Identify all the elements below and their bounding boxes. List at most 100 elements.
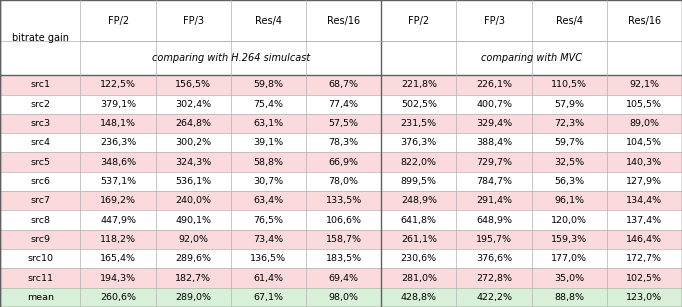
Text: 428,8%: 428,8% — [401, 293, 437, 302]
Text: 260,6%: 260,6% — [100, 293, 136, 302]
Text: 61,4%: 61,4% — [254, 274, 284, 282]
Text: 641,8%: 641,8% — [401, 216, 437, 225]
Text: 140,3%: 140,3% — [626, 157, 662, 167]
Text: 379,1%: 379,1% — [100, 100, 136, 109]
Bar — [0, 114, 682, 133]
Text: 106,6%: 106,6% — [325, 216, 361, 225]
Text: src5: src5 — [30, 157, 50, 167]
Text: Res/4: Res/4 — [556, 16, 582, 26]
Text: 388,4%: 388,4% — [476, 138, 512, 147]
Text: 59,8%: 59,8% — [254, 80, 284, 89]
Text: 236,3%: 236,3% — [100, 138, 136, 147]
Text: 118,2%: 118,2% — [100, 235, 136, 244]
Bar — [0, 172, 682, 191]
Text: 226,1%: 226,1% — [476, 80, 512, 89]
Bar — [0, 75, 682, 95]
Text: 447,9%: 447,9% — [100, 216, 136, 225]
Text: src9: src9 — [30, 235, 50, 244]
Text: 172,7%: 172,7% — [626, 254, 662, 263]
Text: 96,1%: 96,1% — [554, 196, 584, 205]
Text: 66,9%: 66,9% — [329, 157, 359, 167]
Text: 105,5%: 105,5% — [626, 100, 662, 109]
Text: 822,0%: 822,0% — [401, 157, 437, 167]
Text: 102,5%: 102,5% — [626, 274, 662, 282]
Text: 422,2%: 422,2% — [476, 293, 512, 302]
Bar — [0, 249, 682, 268]
Text: FP/3: FP/3 — [183, 16, 204, 26]
Text: 77,4%: 77,4% — [329, 100, 359, 109]
Text: 329,4%: 329,4% — [476, 119, 512, 128]
Text: 72,3%: 72,3% — [554, 119, 584, 128]
Text: 300,2%: 300,2% — [175, 138, 211, 147]
Text: src2: src2 — [30, 100, 50, 109]
Text: 127,9%: 127,9% — [626, 177, 662, 186]
Text: 230,6%: 230,6% — [401, 254, 437, 263]
Text: FP/2: FP/2 — [409, 16, 430, 26]
Text: 73,4%: 73,4% — [254, 235, 284, 244]
Text: 289,0%: 289,0% — [175, 293, 211, 302]
Text: 68,7%: 68,7% — [329, 80, 359, 89]
Text: 92,0%: 92,0% — [178, 235, 208, 244]
Text: 63,4%: 63,4% — [254, 196, 284, 205]
Text: 537,1%: 537,1% — [100, 177, 136, 186]
Text: 137,4%: 137,4% — [626, 216, 662, 225]
Text: 58,8%: 58,8% — [254, 157, 284, 167]
Text: 490,1%: 490,1% — [175, 216, 211, 225]
Text: 158,7%: 158,7% — [325, 235, 361, 244]
Text: src1: src1 — [30, 80, 50, 89]
Text: 261,1%: 261,1% — [401, 235, 437, 244]
Text: 272,8%: 272,8% — [476, 274, 512, 282]
Text: 729,7%: 729,7% — [476, 157, 512, 167]
Text: 376,3%: 376,3% — [401, 138, 437, 147]
Text: 156,5%: 156,5% — [175, 80, 211, 89]
Text: 88,8%: 88,8% — [554, 293, 584, 302]
Text: 231,5%: 231,5% — [401, 119, 437, 128]
Text: comparing with H.264 simulcast: comparing with H.264 simulcast — [151, 53, 310, 63]
Text: src8: src8 — [30, 216, 50, 225]
Text: 92,1%: 92,1% — [629, 80, 659, 89]
Text: 69,4%: 69,4% — [329, 274, 359, 282]
Text: 348,6%: 348,6% — [100, 157, 136, 167]
Text: src11: src11 — [27, 274, 53, 282]
Text: 134,4%: 134,4% — [626, 196, 662, 205]
Text: 56,3%: 56,3% — [554, 177, 584, 186]
Text: 648,9%: 648,9% — [476, 216, 512, 225]
Text: 502,5%: 502,5% — [401, 100, 437, 109]
Text: 400,7%: 400,7% — [476, 100, 512, 109]
Text: 784,7%: 784,7% — [476, 177, 512, 186]
Text: 35,0%: 35,0% — [554, 274, 584, 282]
Text: FP/2: FP/2 — [108, 16, 129, 26]
Text: 264,8%: 264,8% — [175, 119, 211, 128]
Text: 104,5%: 104,5% — [626, 138, 662, 147]
Text: src10: src10 — [27, 254, 53, 263]
Bar — [0, 230, 682, 249]
Bar — [0, 288, 682, 307]
Text: 148,1%: 148,1% — [100, 119, 136, 128]
Text: 133,5%: 133,5% — [325, 196, 361, 205]
Text: 120,0%: 120,0% — [551, 216, 587, 225]
Text: 30,7%: 30,7% — [254, 177, 284, 186]
Text: mean: mean — [27, 293, 54, 302]
Bar — [0, 0, 682, 75]
Text: 39,1%: 39,1% — [254, 138, 284, 147]
Text: 536,1%: 536,1% — [175, 177, 211, 186]
Text: 59,7%: 59,7% — [554, 138, 584, 147]
Text: 98,0%: 98,0% — [329, 293, 359, 302]
Text: 89,0%: 89,0% — [629, 119, 659, 128]
Text: 182,7%: 182,7% — [175, 274, 211, 282]
Text: 291,4%: 291,4% — [476, 196, 512, 205]
Text: Res/16: Res/16 — [628, 16, 661, 26]
Text: 146,4%: 146,4% — [626, 235, 662, 244]
Text: 32,5%: 32,5% — [554, 157, 584, 167]
Text: 78,3%: 78,3% — [329, 138, 359, 147]
Text: 376,6%: 376,6% — [476, 254, 512, 263]
Text: 159,3%: 159,3% — [551, 235, 587, 244]
Text: 221,8%: 221,8% — [401, 80, 437, 89]
Text: 324,3%: 324,3% — [175, 157, 211, 167]
Bar — [0, 133, 682, 153]
Text: src3: src3 — [30, 119, 50, 128]
Bar — [0, 210, 682, 230]
Text: Res/4: Res/4 — [255, 16, 282, 26]
Text: 302,4%: 302,4% — [175, 100, 211, 109]
Text: 110,5%: 110,5% — [551, 80, 587, 89]
